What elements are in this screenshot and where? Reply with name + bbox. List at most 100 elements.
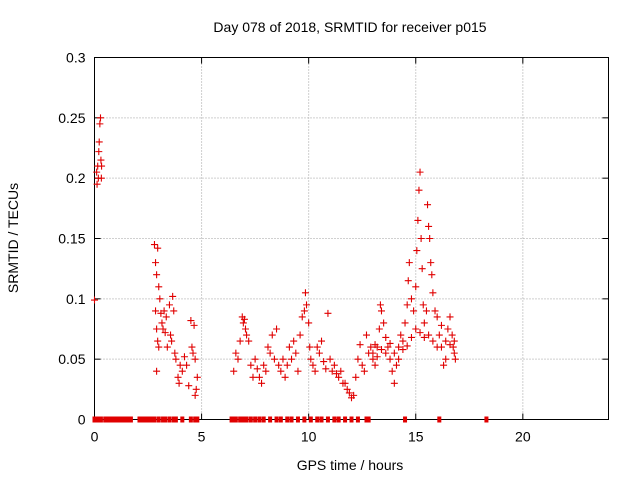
- data-point: [429, 289, 437, 297]
- zero-value-marker: [96, 416, 101, 423]
- data-point: [183, 361, 191, 369]
- x-tick-label: 5: [198, 429, 206, 445]
- data-point: [362, 331, 370, 339]
- data-point: [161, 329, 169, 337]
- data-point: [369, 349, 377, 357]
- data-point: [188, 343, 196, 351]
- data-point: [427, 259, 435, 267]
- zero-value-marker: [188, 416, 193, 423]
- x-axis-ticks: 0 5 10 15 20: [91, 57, 531, 445]
- data-point: [407, 295, 415, 303]
- data-point: [185, 382, 193, 390]
- data-point: [93, 168, 101, 176]
- data-point: [335, 373, 343, 381]
- data-point: [395, 355, 403, 363]
- data-point: [326, 355, 334, 363]
- data-point: [189, 349, 197, 357]
- zero-value-marker: [315, 416, 320, 423]
- data-point: [154, 337, 162, 345]
- zero-value-marker: [120, 416, 125, 423]
- data-point: [390, 349, 398, 357]
- data-point: [192, 385, 200, 393]
- zero-value-marker: [238, 416, 243, 423]
- data-point: [399, 346, 407, 354]
- data-point: [442, 355, 450, 363]
- data-point: [98, 162, 106, 170]
- zero-value-marker: [193, 416, 198, 423]
- data-point: [446, 341, 454, 349]
- data-point: [429, 337, 437, 345]
- zero-value-marker: [343, 416, 348, 423]
- zero-value-marker: [124, 416, 129, 423]
- data-point: [451, 355, 459, 363]
- data-point: [154, 244, 162, 252]
- data-point: [416, 168, 424, 176]
- data-point: [444, 325, 452, 333]
- zero-value-marker: [349, 416, 354, 423]
- data-point: [298, 313, 306, 321]
- zero-value-marker: [167, 416, 172, 423]
- data-point: [167, 331, 175, 339]
- zero-value-marker: [325, 416, 330, 423]
- data-point: [412, 325, 420, 333]
- data-point: [420, 333, 428, 341]
- data-point: [168, 337, 176, 345]
- data-point: [403, 342, 411, 350]
- data-point: [425, 331, 433, 339]
- data-point: [450, 349, 458, 357]
- data-point: [266, 349, 274, 357]
- zero-value-marker: [103, 416, 108, 423]
- zero-value-marker: [248, 416, 253, 423]
- data-point: [333, 370, 341, 378]
- y-axis-ticks: 0 0.05 0.1 0.15 0.2 0.25 0.3: [58, 50, 609, 428]
- data-points: [91, 114, 459, 402]
- zero-value-marker: [116, 416, 121, 423]
- data-point: [260, 361, 268, 369]
- data-point: [431, 307, 439, 315]
- zero-value-marker: [126, 416, 131, 423]
- data-point: [356, 341, 364, 349]
- data-point: [160, 307, 168, 315]
- data-point: [371, 361, 379, 369]
- zero-value-marker: [336, 416, 341, 423]
- chart-title: Day 078 of 2018, SRMTID for receiver p01…: [213, 19, 486, 35]
- zero-value-marker: [161, 416, 166, 423]
- data-point: [281, 373, 289, 381]
- data-point: [95, 138, 103, 146]
- zero-value-marker: [319, 416, 324, 423]
- data-point: [410, 307, 418, 315]
- zero-value-marker: [355, 416, 360, 423]
- zero-value-marker: [295, 416, 300, 423]
- data-point: [262, 367, 270, 375]
- grid-lines: [94, 57, 609, 420]
- data-point: [307, 355, 315, 363]
- data-point: [309, 361, 317, 369]
- y-tick-label: 0: [78, 412, 86, 428]
- data-point: [375, 325, 383, 333]
- x-tick-label: 20: [515, 429, 531, 445]
- data-point: [170, 307, 178, 315]
- plot-frame: [94, 57, 609, 420]
- data-point: [377, 346, 385, 354]
- data-point: [404, 277, 412, 285]
- x-tick-label: 15: [408, 429, 424, 445]
- data-point: [251, 355, 259, 363]
- data-point: [358, 361, 366, 369]
- zero-value-marker: [92, 416, 97, 423]
- zero-value-marker: [171, 416, 176, 423]
- data-point: [433, 313, 441, 321]
- data-point: [395, 343, 403, 351]
- zero-value-marker: [122, 416, 127, 423]
- data-point: [292, 349, 300, 357]
- zero-value-marker: [107, 416, 112, 423]
- data-point: [187, 317, 195, 325]
- data-point: [350, 391, 358, 399]
- data-point: [158, 319, 166, 327]
- data-point: [377, 307, 385, 315]
- zero-value-marker: [143, 416, 148, 423]
- data-point: [426, 235, 434, 242]
- data-point: [172, 355, 180, 363]
- data-point: [174, 373, 182, 381]
- data-point: [300, 307, 308, 315]
- data-point: [428, 271, 436, 279]
